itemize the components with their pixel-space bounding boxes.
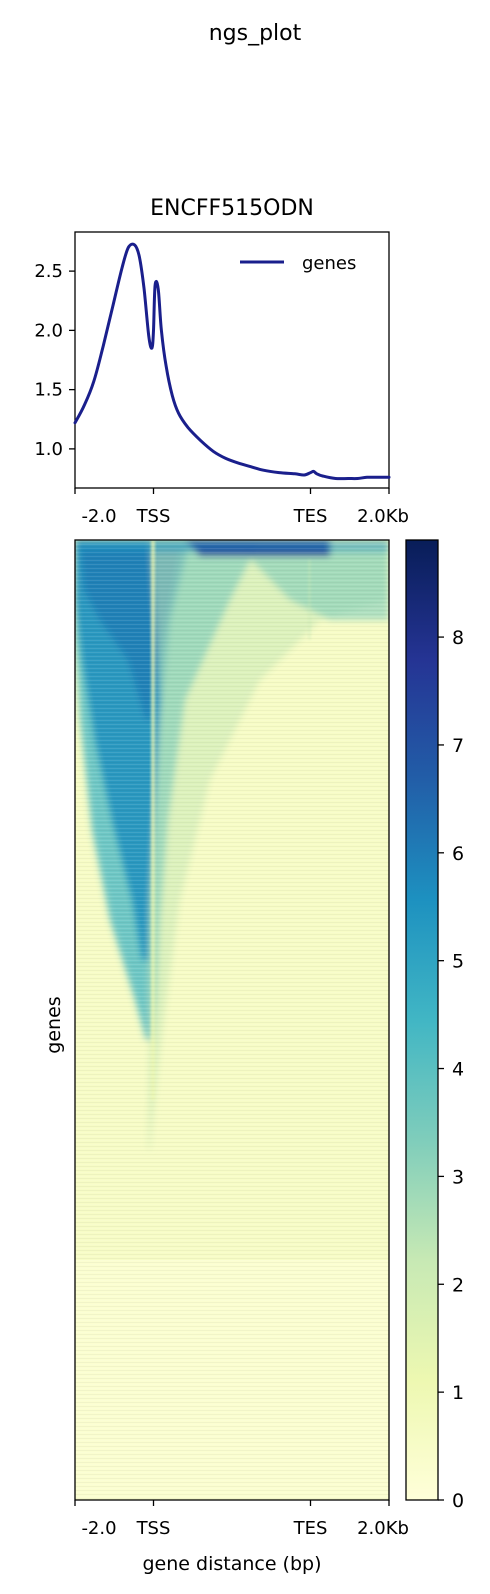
colorbar-gradient: [405, 539, 439, 1501]
colorbar-tick-label: 5: [452, 951, 464, 973]
profile-title: ENCFF515ODN: [150, 196, 314, 221]
colorbar: 0 1 2 3 4 5 6 7 8: [405, 539, 464, 1512]
heatmap-panel: -2.0 TSS TES 2.0Kb gene distance (bp) genes: [43, 539, 409, 1575]
profile-y-tick-label: 1.0: [34, 439, 63, 460]
profile-y-tick-label: 2.0: [34, 320, 63, 341]
colorbar-tick-label: 7: [452, 735, 464, 757]
heatmap-image: [75, 540, 389, 1500]
colorbar-tick-label: 2: [452, 1274, 464, 1296]
heatmap-x-tick-label: 2.0Kb: [357, 1518, 409, 1539]
profile-x-axis: -2.0 TSS TES 2.0Kb: [74, 488, 409, 527]
profile-y-axis: 1.0 1.5 2.0 2.5: [34, 261, 75, 460]
profile-panel: ENCFF515ODN 1.0 1.5 2.0 2.5 -2.0 TSS TES 2.0Kb…: [34, 196, 409, 527]
colorbar-ticks: 0 1 2 3 4 5 6 7 8: [438, 627, 464, 1512]
colorbar-tick-label: 3: [452, 1166, 464, 1188]
profile-y-tick-label: 1.5: [34, 380, 63, 401]
heatmap-x-tick-label: TSS: [136, 1518, 171, 1539]
profile-y-tick-label: 2.5: [34, 261, 63, 282]
colorbar-tick-label: 4: [452, 1059, 464, 1081]
heatmap-x-tick-label: -2.0: [81, 1518, 116, 1539]
colorbar-tick-label: 0: [452, 1490, 464, 1512]
legend: genes: [240, 253, 356, 274]
colorbar-tick-label: 6: [452, 843, 464, 865]
series-line-genes: [73, 242, 391, 481]
profile-x-tick-label: -2.0: [81, 506, 116, 527]
profile-x-tick-label: TSS: [136, 506, 171, 527]
heatmap-x-tick-label: TES: [293, 1518, 328, 1539]
figure-title: ngs_plot: [209, 21, 302, 46]
colorbar-tick-label: 8: [452, 627, 464, 649]
heatmap-x-label: gene distance (bp): [142, 1553, 321, 1575]
legend-label-genes: genes: [302, 253, 356, 274]
heatmap-x-axis: -2.0 TSS TES 2.0Kb: [74, 1500, 409, 1539]
heatmap-frame: [74, 539, 390, 1501]
colorbar-tick-label: 1: [452, 1382, 464, 1404]
heatmap-y-label: genes: [43, 996, 65, 1053]
profile-x-tick-label: 2.0Kb: [357, 506, 409, 527]
profile-x-tick-label: TES: [293, 506, 328, 527]
profile-plot-area: [74, 231, 390, 489]
